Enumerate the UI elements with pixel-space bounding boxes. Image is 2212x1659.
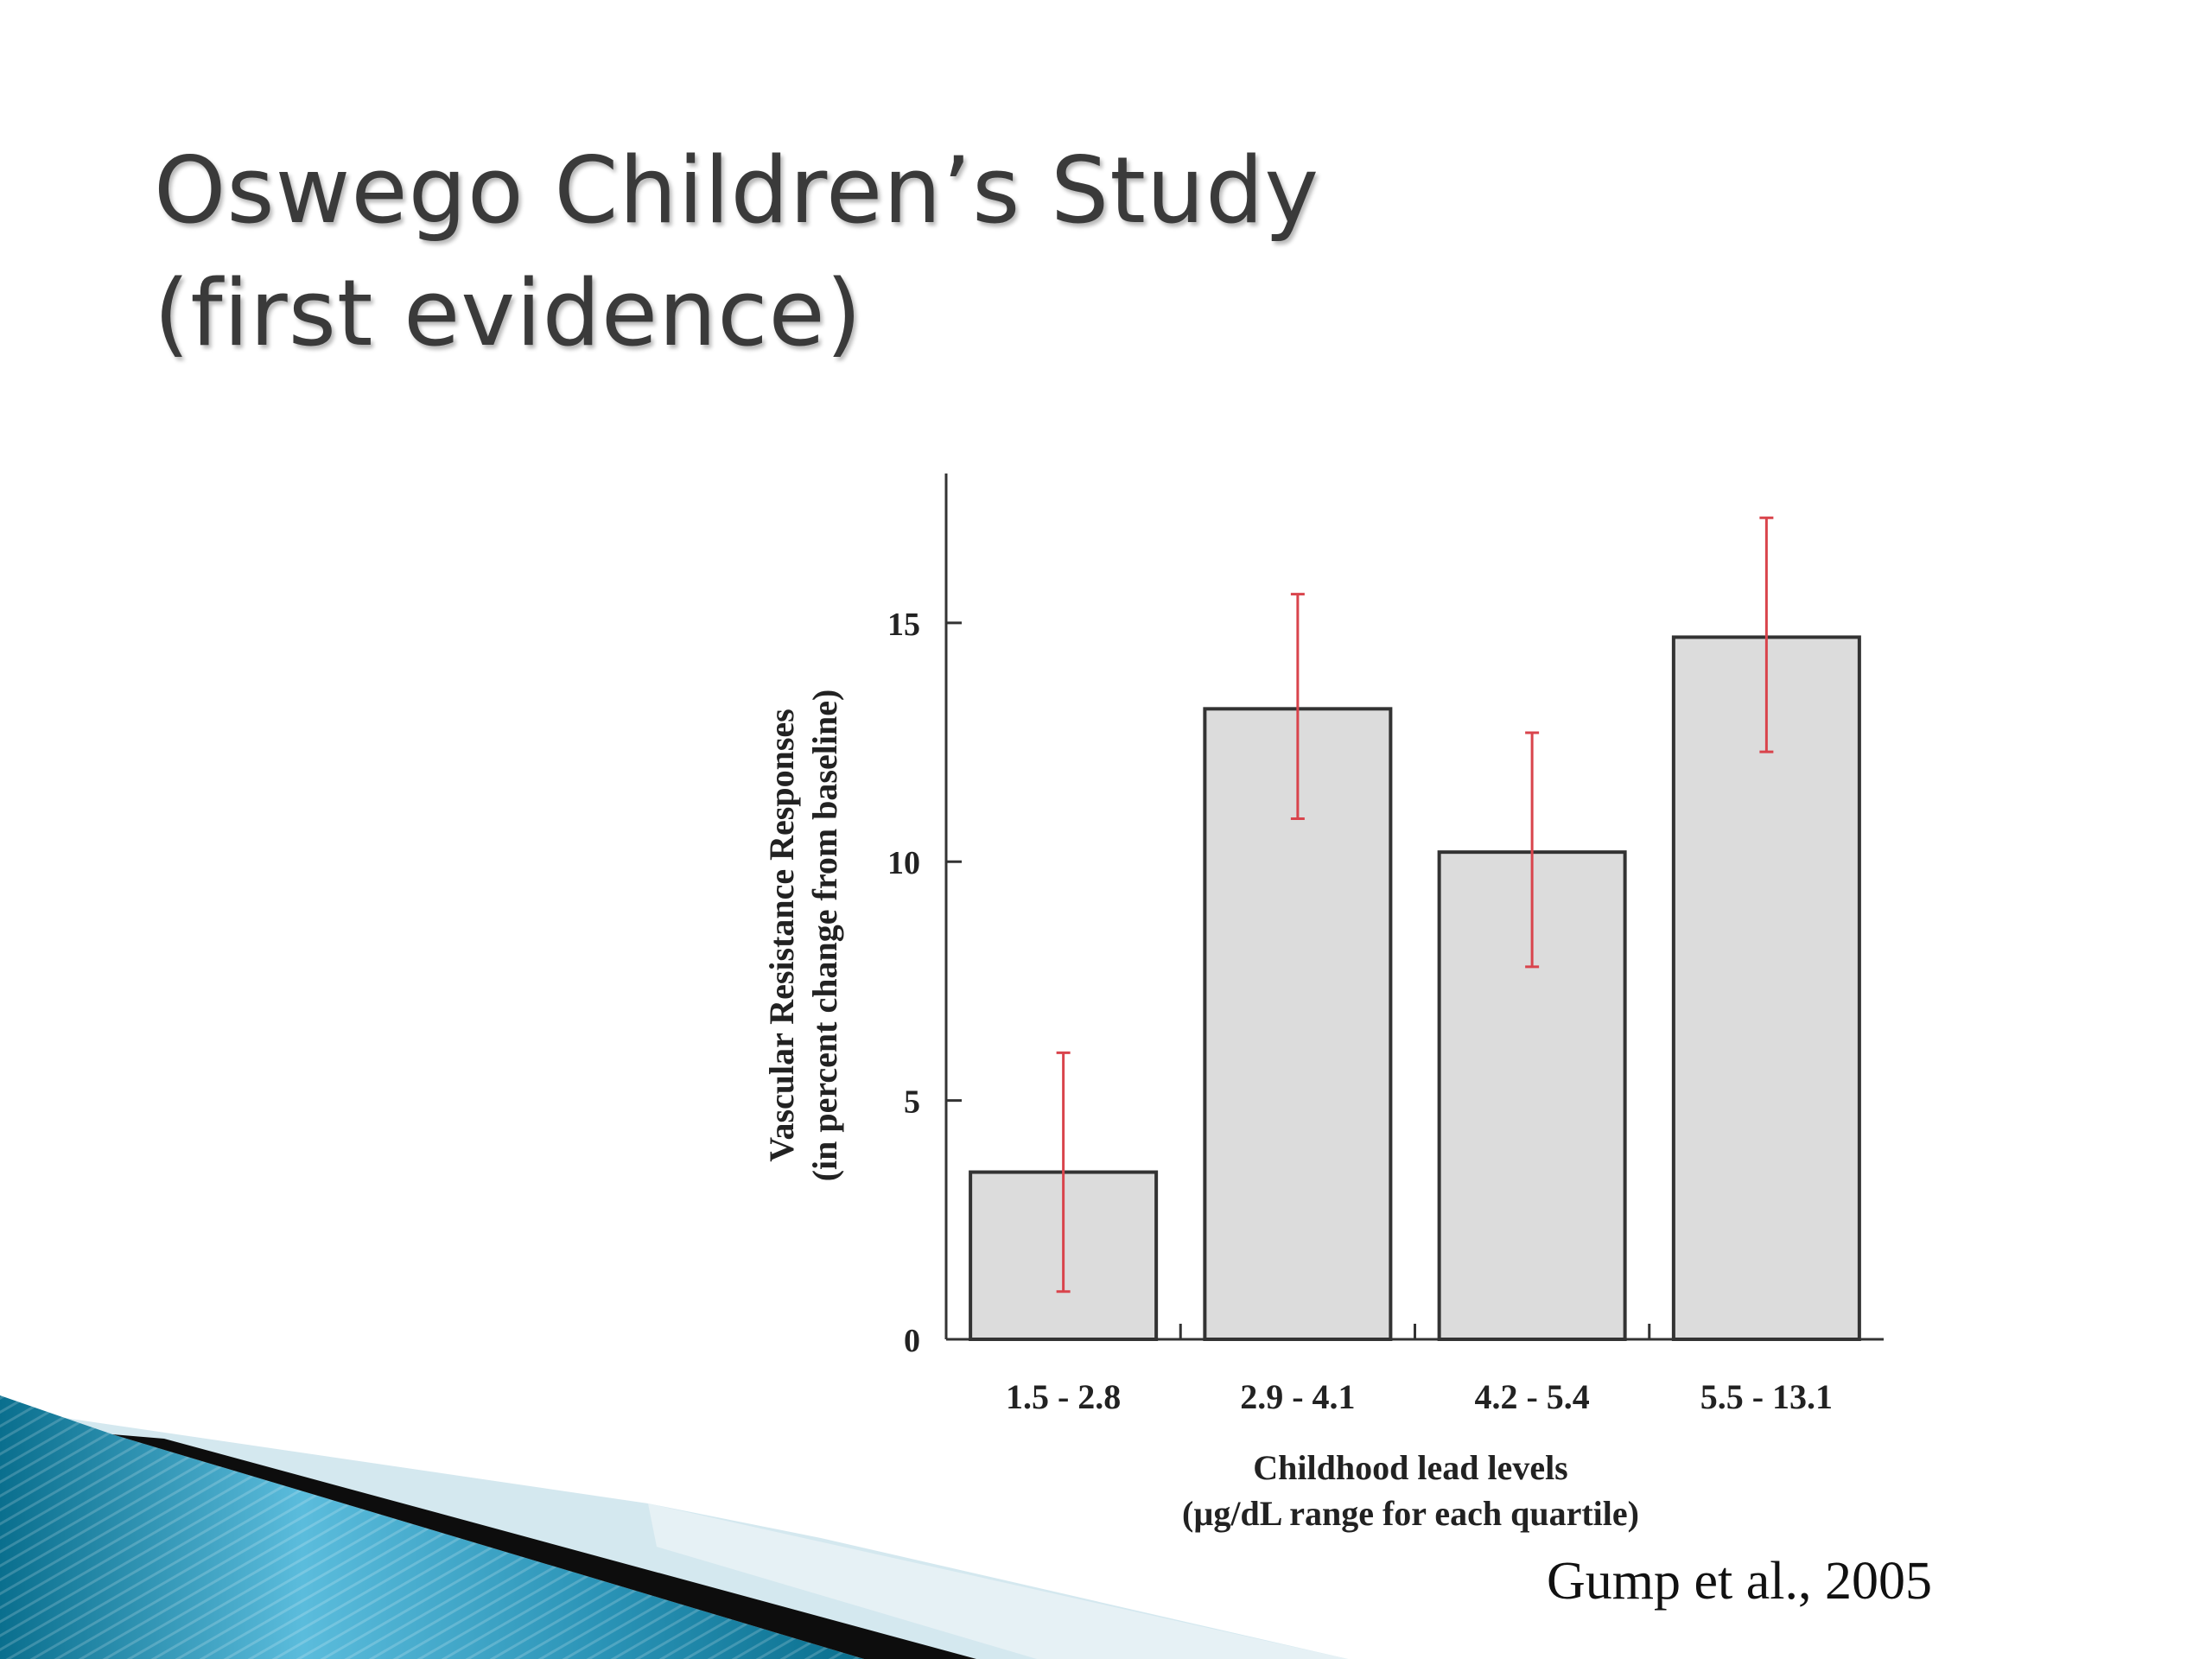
y-tick-label: 10 bbox=[887, 845, 920, 881]
y-tick-label: 0 bbox=[904, 1323, 920, 1359]
y-axis-title-line-2: (in percent change from baseline) bbox=[805, 690, 844, 1182]
title-line-1: Oswego Children’s Study bbox=[154, 137, 1320, 244]
y-tick-label: 5 bbox=[904, 1084, 920, 1121]
citation: Gump et al., 2005 bbox=[1547, 1552, 1932, 1611]
x-tick-label: 5.5 - 13.1 bbox=[1700, 1377, 1833, 1416]
slide-title: Oswego Children’s Study (first evidence) bbox=[154, 130, 1319, 375]
y-axis-title-line-1: Vascular Resistance Responses bbox=[762, 709, 801, 1161]
x-tick-label: 1.5 - 2.8 bbox=[1006, 1377, 1121, 1416]
x-tick-label: 4.2 - 5.4 bbox=[1474, 1377, 1589, 1416]
x-tick-label: 2.9 - 4.1 bbox=[1240, 1377, 1355, 1416]
y-tick-label: 15 bbox=[887, 607, 920, 643]
title-line-2: (first evidence) bbox=[154, 260, 863, 366]
bar bbox=[1671, 635, 1861, 1341]
x-axis-title-line-2: (µg/dL range for each quartile) bbox=[1182, 1494, 1639, 1533]
chart-layer: 0 5 10 15 1.5 - 2.8 2.9 - 4.1 4.2 - 5.4 5.5 - 1… bbox=[762, 474, 1884, 1533]
x-axis-title-line-1: Childhood lead levels bbox=[1253, 1448, 1568, 1487]
